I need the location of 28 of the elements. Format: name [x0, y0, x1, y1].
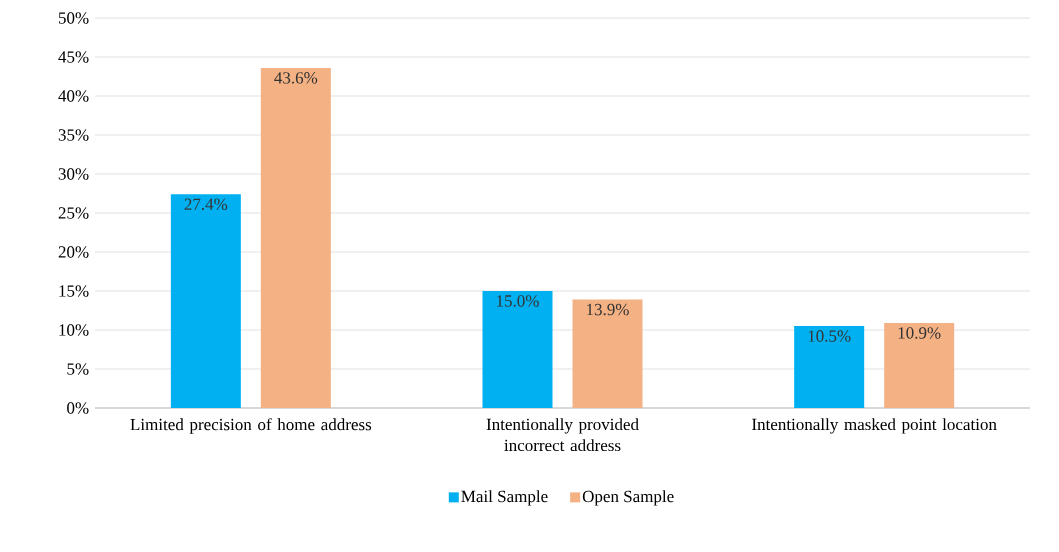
bar	[794, 326, 865, 408]
y-tick-label: 5%	[67, 363, 89, 375]
legend-label: Mail Sample	[461, 490, 548, 506]
y-tick-label: 30%	[58, 168, 89, 180]
bar	[482, 291, 553, 408]
y-tick-label: 25%	[58, 207, 89, 219]
data-label: 27.4%	[184, 198, 228, 211]
bar	[572, 299, 643, 408]
data-label: 15.0%	[497, 295, 539, 307]
x-tick-label: Intentionally masked point location	[752, 418, 997, 434]
data-label: 10.9%	[898, 327, 941, 339]
y-tick-label: 35%	[58, 129, 89, 141]
bar	[170, 194, 241, 408]
bar	[260, 67, 331, 408]
y-tick-label: 50%	[58, 12, 89, 24]
data-label: 10.5%	[808, 330, 851, 342]
y-tick-label: 20%	[58, 246, 89, 258]
data-label: 13.9%	[587, 303, 629, 316]
y-tick-label: 40%	[58, 90, 89, 102]
y-tick-label: 15%	[59, 285, 89, 297]
y-tick-label: 10%	[59, 324, 89, 336]
y-tick-label: 0%	[67, 402, 89, 414]
legend-label: Open Sample	[582, 490, 674, 506]
x-tick-label: Limited precision of home address	[130, 418, 372, 434]
y-tick-label: 45%	[58, 51, 89, 63]
x-tick-label: Intentionally provided incorrect address	[486, 418, 639, 452]
bar	[884, 322, 955, 408]
data-label: 43.6%	[274, 72, 318, 84]
